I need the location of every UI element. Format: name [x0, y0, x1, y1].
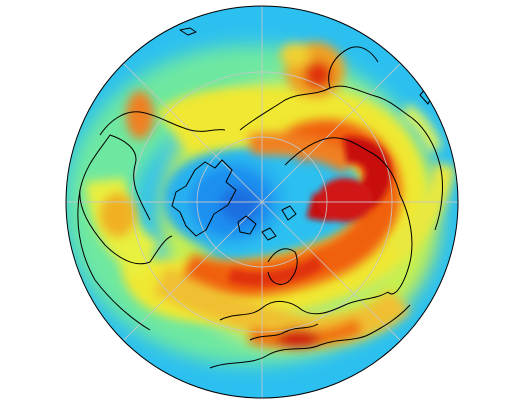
graticule [66, 6, 458, 398]
coastlines [77, 27, 443, 369]
coastline-mediterranean [249, 323, 319, 341]
coastline-europe [209, 304, 411, 369]
field-vortex [163, 152, 287, 248]
field-blob-left [100, 91, 154, 237]
coastline-asia-east [411, 117, 443, 231]
globe-outline [65, 5, 459, 399]
field-band-south [153, 266, 411, 349]
coastline-kamchatka [328, 46, 379, 89]
field-layer [66, 6, 458, 398]
coastline-north-america [77, 189, 151, 331]
coastline-arctic-islands [281, 205, 297, 221]
coastline-arctic-islands [261, 227, 277, 241]
coastline-north-america [99, 111, 226, 136]
coastline-greenland [171, 159, 237, 237]
coastline-scandinavia [267, 248, 298, 285]
coastline-europe [219, 291, 389, 321]
field-crescent-red [227, 136, 391, 287]
coastline-alaska [179, 27, 197, 36]
coastline-arctic-islands [237, 215, 257, 235]
coastline-siberia [284, 137, 401, 196]
graticule-meridian [122, 62, 402, 342]
coastline-asia [387, 194, 413, 295]
